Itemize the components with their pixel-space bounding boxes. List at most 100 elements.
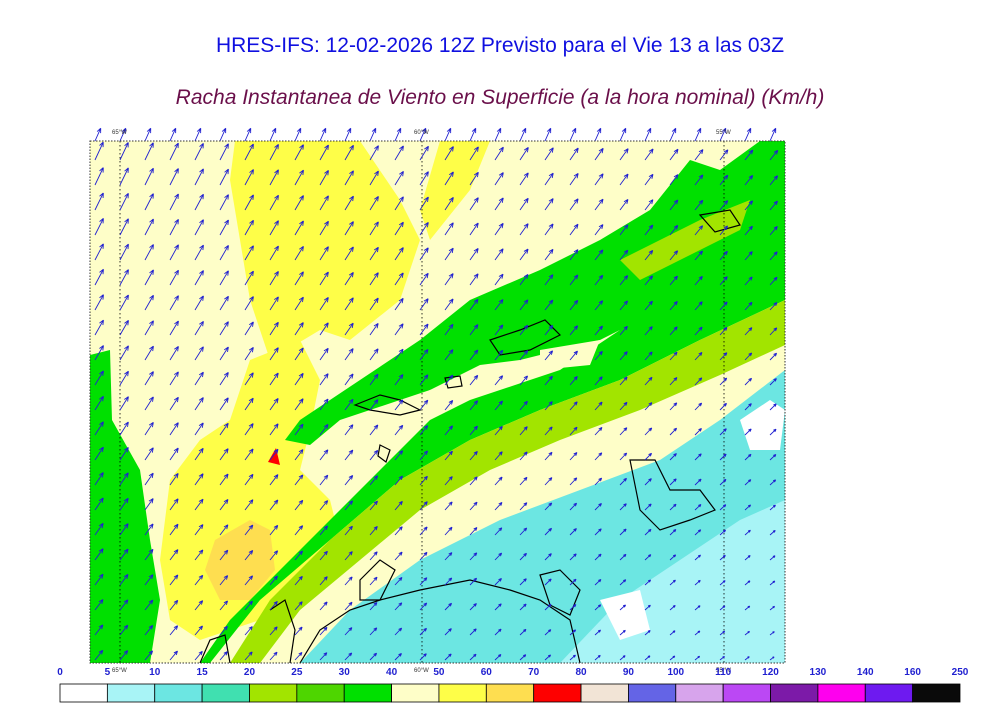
wind-arrow <box>719 630 726 636</box>
wind-arrow <box>94 167 104 186</box>
wind-arrow <box>394 127 402 142</box>
wind-arrow <box>119 497 129 511</box>
wind-arrow <box>144 548 154 561</box>
wind-arrow <box>694 127 702 142</box>
wind-arrow <box>619 604 627 611</box>
wind-arrow <box>594 401 603 411</box>
wind-arrow <box>444 273 454 286</box>
wind-arrow <box>469 197 479 211</box>
wind-arrow <box>94 421 104 436</box>
wind-arrow <box>519 476 528 486</box>
wind-arrow <box>444 171 454 186</box>
wind-arrow <box>669 275 678 286</box>
wind-arrow <box>494 578 502 586</box>
wind-arrow <box>194 473 204 486</box>
colorbar-swatch <box>628 683 677 703</box>
wind-arrow <box>544 350 554 361</box>
wind-arrow <box>94 218 104 236</box>
colorbar-swatch <box>485 683 535 703</box>
wind-arrow <box>269 651 278 661</box>
wind-arrow <box>169 574 179 586</box>
wind-arrow <box>219 651 228 661</box>
wind-arrow <box>219 321 229 336</box>
wind-arrow <box>644 300 653 311</box>
wind-arrow <box>344 652 353 661</box>
wind-arrow <box>619 452 628 461</box>
wind-arrow <box>744 352 753 361</box>
wind-arrow <box>669 655 676 661</box>
colorbar-label: 120 <box>762 667 779 678</box>
wind-arrow <box>719 174 729 186</box>
wind-arrow <box>419 171 429 186</box>
wind-arrow <box>769 529 776 536</box>
wind-arrow <box>344 449 354 461</box>
wind-arrow <box>519 603 527 611</box>
wind-arrow <box>119 548 129 561</box>
wind-arrow <box>769 656 775 661</box>
wind-arrow <box>569 198 579 211</box>
wind-arrow <box>619 198 629 211</box>
meridians <box>119 141 725 663</box>
colorbar-label: 5 <box>104 667 111 678</box>
lon-label-top-55w: 55°W <box>716 130 731 136</box>
wind-arrow <box>669 174 679 186</box>
wind-arrow <box>294 550 303 561</box>
wind-arrow <box>694 453 702 461</box>
wind-arrow <box>319 652 328 661</box>
wind-arrow <box>519 172 529 186</box>
wind-arrow <box>269 423 279 436</box>
colorbar-swatch <box>343 683 392 703</box>
colorbar-swatch <box>864 683 914 703</box>
wind-arrow <box>619 528 627 536</box>
wind-arrow <box>294 220 304 236</box>
wind-arrow <box>119 421 129 436</box>
wind-arrow <box>744 453 752 461</box>
wind-arrow <box>669 148 679 161</box>
wind-arrow <box>169 625 179 636</box>
colorbar-label: 50 <box>433 667 445 678</box>
wind-arrow <box>369 526 378 536</box>
wind-arrow <box>244 194 254 211</box>
map-frame <box>89 140 786 664</box>
wind-arrow <box>694 605 701 611</box>
wind-arrow <box>519 127 527 142</box>
wind-arrow <box>344 525 353 536</box>
wind-arrow <box>744 377 753 386</box>
wind-arrow <box>344 551 353 561</box>
wind-arrow <box>544 172 554 186</box>
wind-arrow <box>769 454 777 461</box>
wind-arrow <box>319 246 329 261</box>
wind-arrow <box>294 499 304 511</box>
wind-arrow <box>619 579 627 586</box>
wind-arrow <box>169 447 179 461</box>
wind-arrow <box>94 446 104 461</box>
wind-arrow <box>619 376 628 386</box>
field-pocket-2 <box>540 340 600 370</box>
wind-arrow <box>719 580 726 586</box>
wind-arrow <box>444 602 453 611</box>
wind-arrow <box>644 630 651 636</box>
wind-arrow <box>294 169 304 186</box>
wind-arrow <box>669 351 678 361</box>
wind-arrow <box>619 629 626 636</box>
wind-arrow <box>619 224 629 236</box>
wind-arrow <box>344 576 353 586</box>
wind-arrow <box>219 127 227 142</box>
wind-arrow <box>444 222 454 236</box>
wind-arrow <box>494 222 504 236</box>
wind-arrow <box>294 347 304 361</box>
wind-arrow <box>119 650 129 661</box>
wind-arrow <box>469 603 477 611</box>
wind-arrow <box>244 423 254 436</box>
wind-arrow <box>269 626 278 636</box>
wind-arrow <box>619 477 627 486</box>
colorbar-swatch <box>201 683 250 703</box>
wind-arrow <box>344 500 354 511</box>
wind-arrow <box>419 298 429 311</box>
wind-arrow <box>669 199 679 211</box>
wind-arrow <box>419 323 429 336</box>
wind-arrow <box>369 170 379 186</box>
wind-arrow <box>194 320 204 336</box>
wind-arrow <box>294 575 303 586</box>
wind-arrow <box>719 605 726 611</box>
